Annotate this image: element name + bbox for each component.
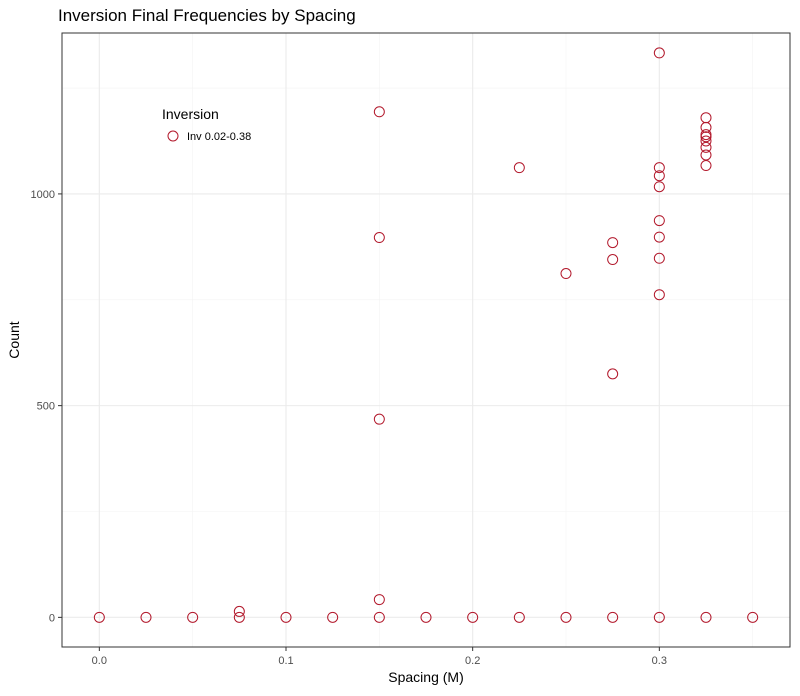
- data-point: [607, 611, 619, 623]
- data-point: [560, 611, 572, 623]
- data-point: [653, 289, 665, 301]
- data-point: [607, 237, 619, 249]
- data-point: [653, 181, 665, 193]
- data-point: [233, 605, 245, 617]
- data-point: [560, 268, 572, 280]
- data-point: [233, 611, 245, 623]
- legend: Inversion Inv 0.02-0.38: [162, 106, 251, 143]
- data-point: [653, 47, 665, 59]
- data-point: [653, 162, 665, 174]
- data-point: [607, 254, 619, 266]
- data-point: [373, 413, 385, 425]
- legend-title: Inversion: [162, 106, 219, 122]
- y-tick-label: 0: [49, 612, 55, 624]
- x-tick-label: 0.3: [652, 655, 667, 667]
- data-point: [140, 611, 152, 623]
- y-tick-label: 1000: [31, 189, 55, 201]
- data-point: [373, 611, 385, 623]
- data-point: [747, 611, 759, 623]
- panel-border: [61, 32, 791, 648]
- data-point: [467, 611, 479, 623]
- data-point: [607, 368, 619, 380]
- data-point: [280, 611, 292, 623]
- y-axis-title: Count: [6, 321, 22, 358]
- axis-ticks: 0.0 0.1 0.2 0.3 0 500 1000: [31, 189, 667, 667]
- data-point: [700, 112, 712, 124]
- data-point: [700, 611, 712, 623]
- data-point: [653, 611, 665, 623]
- data-point: [700, 129, 712, 141]
- x-axis-title: Spacing (M): [388, 669, 463, 685]
- data-point: [420, 611, 432, 623]
- y-tick-label: 500: [37, 401, 55, 413]
- data-point: [653, 170, 665, 182]
- x-tick-label: 0.0: [92, 655, 107, 667]
- data-point: [653, 215, 665, 227]
- data-point: [653, 231, 665, 243]
- data-point: [700, 160, 712, 172]
- data-point: [187, 611, 199, 623]
- legend-key-marker: [167, 130, 179, 142]
- x-tick-label: 0.1: [278, 655, 293, 667]
- data-point: [700, 135, 712, 147]
- data-point: [373, 106, 385, 118]
- data-points: [93, 47, 759, 623]
- data-point: [373, 232, 385, 244]
- data-point: [373, 594, 385, 606]
- data-point: [700, 121, 712, 133]
- chart-title: Inversion Final Frequencies by Spacing: [58, 6, 356, 25]
- data-point: [700, 141, 712, 153]
- data-point: [93, 611, 105, 623]
- data-point: [513, 162, 525, 174]
- x-tick-label: 0.2: [465, 655, 480, 667]
- data-point: [653, 252, 665, 264]
- grid: [62, 33, 790, 647]
- data-point: [513, 611, 525, 623]
- data-point: [327, 611, 339, 623]
- legend-entry-label: Inv 0.02-0.38: [187, 131, 251, 143]
- data-point: [700, 149, 712, 161]
